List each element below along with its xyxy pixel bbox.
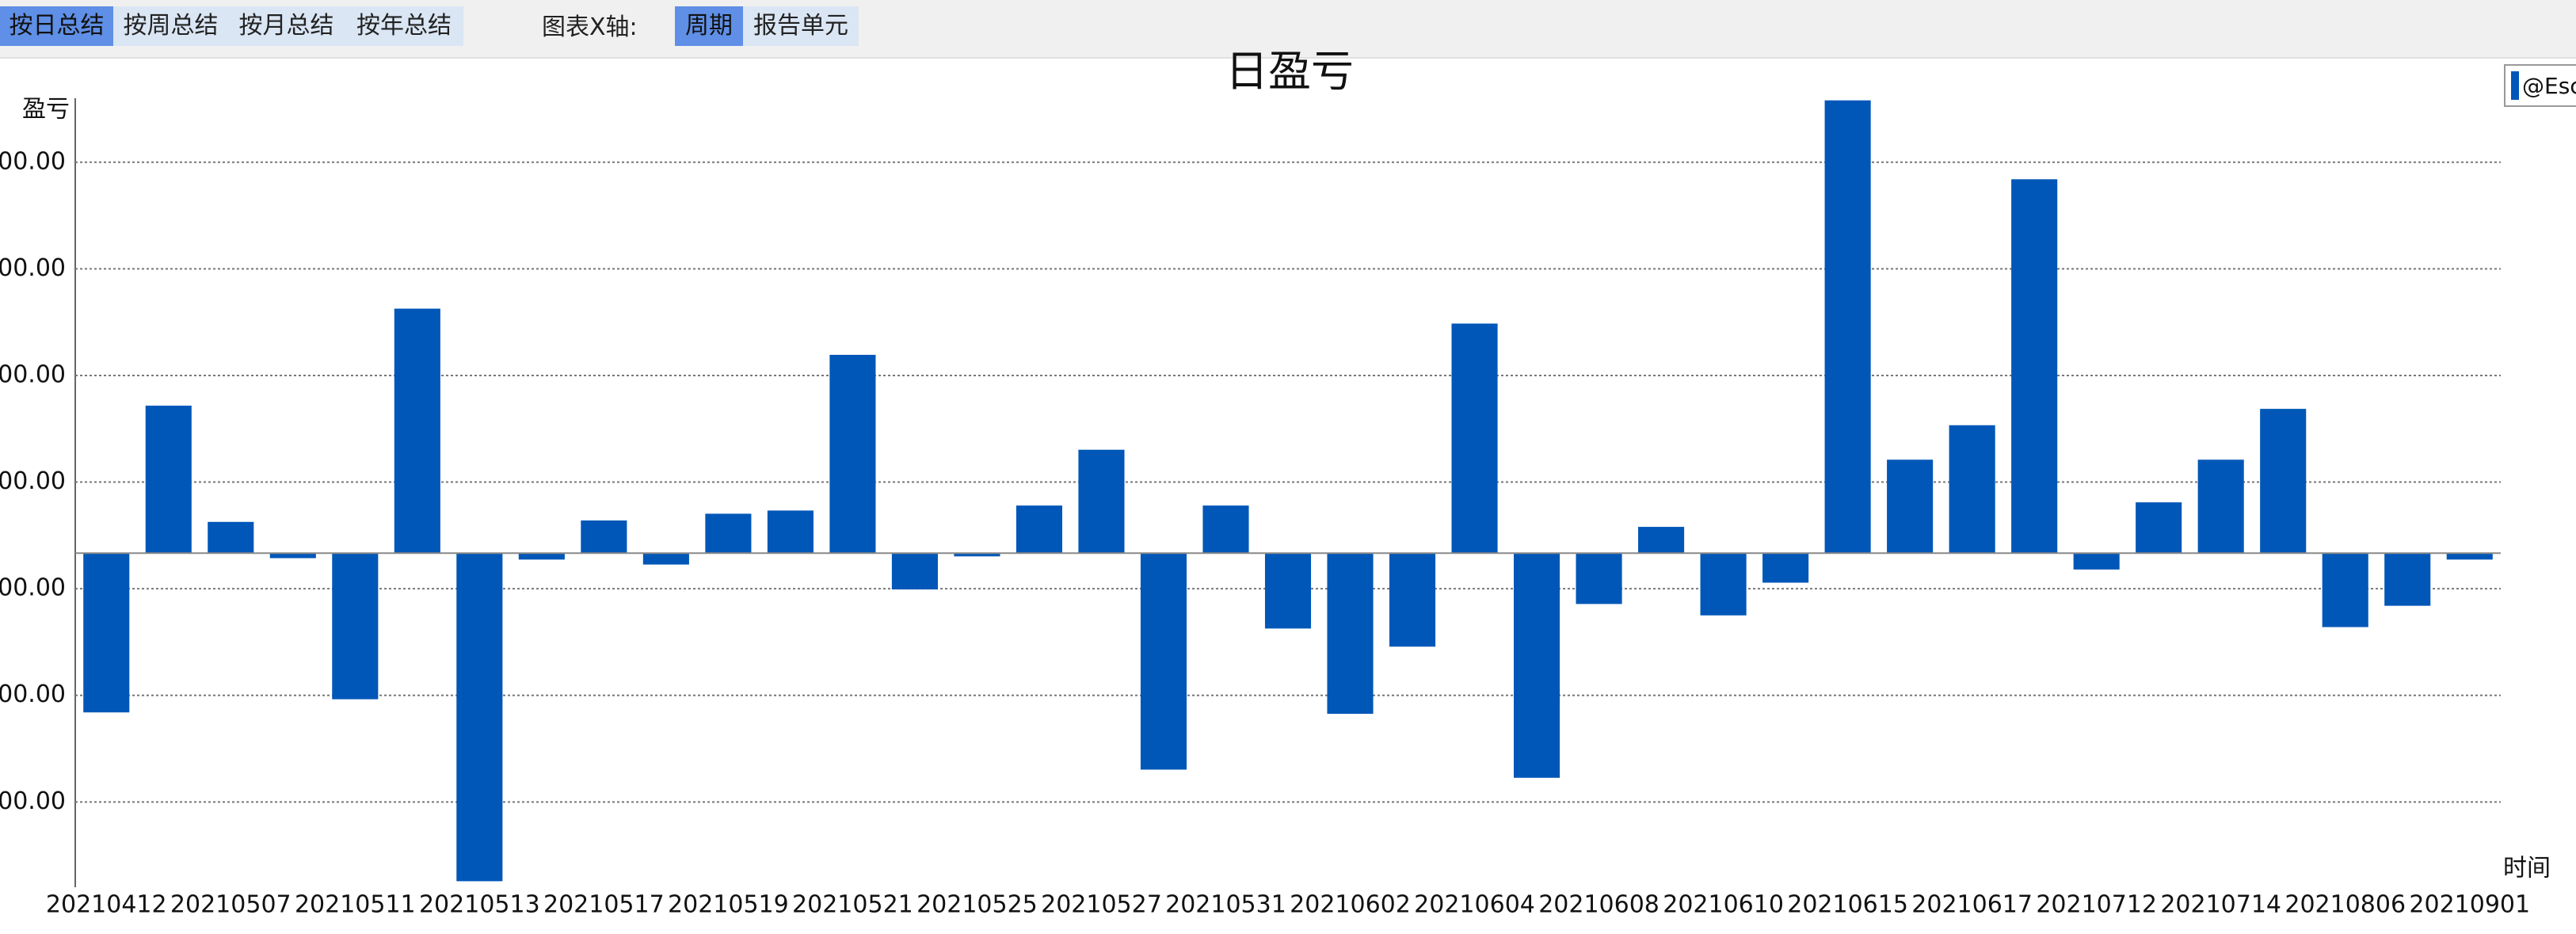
legend-swatch <box>2511 71 2519 100</box>
bar <box>1140 553 1187 770</box>
y-axis-label: 盈亏 <box>22 96 70 124</box>
x-tick-label: 20210712 <box>2036 891 2157 919</box>
x-tick-label: 20210412 <box>46 891 167 919</box>
yearly-button[interactable]: 按年总结 <box>345 6 463 46</box>
bar <box>1451 323 1498 554</box>
y-tick-label: -100.00 <box>0 574 66 602</box>
y-tick-label: -400.00 <box>0 680 66 708</box>
bar <box>269 553 316 558</box>
x-tick-label: 20210511 <box>295 891 416 919</box>
bar <box>1389 553 1436 647</box>
x-tick-label: 20210513 <box>419 891 540 919</box>
x-tick-label: 20210602 <box>1290 891 1411 919</box>
bar <box>1514 553 1560 778</box>
chart-title: 日盈亏 <box>1225 47 1354 97</box>
bar <box>208 521 254 554</box>
bar <box>2384 553 2431 606</box>
x-tick-label: 20210615 <box>1787 891 1908 919</box>
bar <box>1264 553 1312 629</box>
unit-button[interactable]: 报告单元 <box>743 6 859 46</box>
bar <box>891 553 938 590</box>
bar <box>2011 179 2058 554</box>
bar <box>642 553 689 565</box>
x-tick-label: 20210531 <box>1165 891 1286 919</box>
x-tick-label: 20210604 <box>1414 891 1535 919</box>
bar <box>767 510 814 554</box>
bar <box>1949 425 1995 554</box>
bar <box>1700 553 1747 616</box>
x-tick-label: 20210608 <box>1538 891 1660 919</box>
daily-button[interactable]: 按日总结 <box>0 6 113 46</box>
bar <box>581 520 627 554</box>
x-tick-label: 20210507 <box>170 891 292 919</box>
y-tick-label: 200.00 <box>0 467 66 495</box>
y-tick-label: 500.00 <box>0 360 66 388</box>
x-tick-label: 20210519 <box>668 891 789 919</box>
bar <box>1078 449 1125 554</box>
x-tick-label: 20210806 <box>2284 891 2406 919</box>
bar <box>83 553 130 713</box>
bar <box>705 513 752 554</box>
bar <box>1762 553 1809 583</box>
bar <box>2073 553 2120 570</box>
x-tick-label: 20210714 <box>2160 891 2281 919</box>
x-tick-label: 20210527 <box>1041 891 1162 919</box>
bar <box>1576 553 1622 604</box>
bar <box>2446 553 2493 560</box>
bar <box>1824 100 1871 554</box>
weekly-button[interactable]: 按周总结 <box>113 6 228 46</box>
bar <box>2197 459 2244 554</box>
bar <box>1202 505 1249 554</box>
bar <box>518 553 565 560</box>
period-button[interactable]: 周期 <box>675 6 743 46</box>
bar <box>145 406 192 554</box>
x-tick-label: 20210517 <box>543 891 665 919</box>
y-tick-label: 1100.00 <box>0 147 66 175</box>
x-tick-label: 20210610 <box>1663 891 1784 919</box>
bar <box>2260 409 2307 554</box>
bar <box>829 354 876 554</box>
monthly-button[interactable]: 按月总结 <box>228 6 345 46</box>
y-tick-label: 800.00 <box>0 254 66 282</box>
x-tick-label: 20210617 <box>1911 891 2033 919</box>
bar <box>2136 502 2182 554</box>
toolbar: 按日总结 按周总结 按月总结 按年总结 图表X轴: 周期 报告单元 <box>0 0 2576 59</box>
bar <box>394 308 440 554</box>
bar <box>954 553 1000 557</box>
bar <box>2322 553 2368 627</box>
x-tick-label: 20210525 <box>916 891 1038 919</box>
bar <box>1327 553 1374 715</box>
axis-label: 图表X轴: <box>542 13 638 41</box>
y-tick-label: -700.00 <box>0 787 66 815</box>
x-tick-label: 20210901 <box>2409 891 2530 919</box>
legend-text: @Esc <box>2522 73 2576 99</box>
bar <box>1887 459 1934 554</box>
bar <box>1016 505 1062 554</box>
bar <box>456 553 503 882</box>
x-axis-label: 时间 <box>2503 855 2551 883</box>
x-tick-label: 20210521 <box>792 891 913 919</box>
bar <box>332 553 379 700</box>
bar <box>1638 527 1685 554</box>
